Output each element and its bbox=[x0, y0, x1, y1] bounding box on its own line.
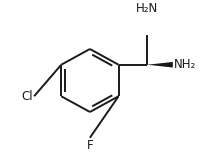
Text: Cl: Cl bbox=[21, 90, 33, 103]
Text: H₂N: H₂N bbox=[136, 2, 158, 15]
Text: F: F bbox=[87, 139, 93, 152]
Polygon shape bbox=[147, 62, 173, 68]
Text: NH₂: NH₂ bbox=[174, 58, 197, 71]
